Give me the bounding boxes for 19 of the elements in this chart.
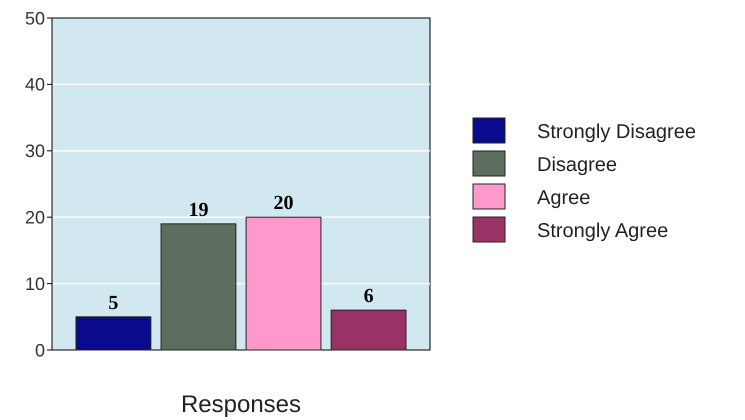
- y-tick-label: 50: [24, 8, 45, 28]
- legend-label: Strongly Disagree: [537, 121, 696, 143]
- y-tick-label: 0: [34, 340, 45, 360]
- legend-label: Disagree: [537, 154, 618, 176]
- data-label: 20: [274, 192, 294, 214]
- y-tick-label: 10: [24, 274, 45, 294]
- data-label: 19: [188, 198, 208, 221]
- bar: [160, 223, 236, 350]
- y-tick-label: 30: [24, 141, 45, 162]
- x-axis-title: Responses: [180, 391, 302, 418]
- bar: [76, 316, 152, 350]
- bar: [330, 310, 406, 350]
- y-tick-label: 20: [24, 208, 45, 228]
- legend-label: Strongly Agree: [537, 220, 668, 242]
- bar: [246, 216, 322, 350]
- data-label: 6: [364, 285, 374, 308]
- data-label: 5: [108, 292, 118, 314]
- y-tick-label: 40: [24, 74, 45, 95]
- legend-label: Agree: [537, 187, 590, 209]
